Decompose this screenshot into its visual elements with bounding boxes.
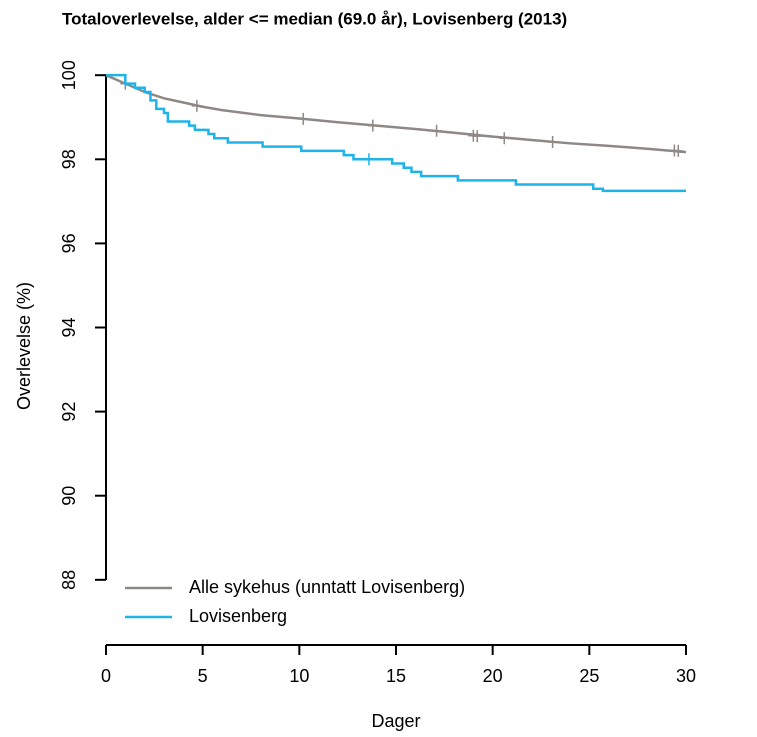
y-tick-label: 96 [59,233,79,253]
censor-mark [472,130,483,143]
y-tick-label: 94 [59,317,79,337]
y-tick-label: 92 [59,402,79,422]
y-tick-label: 90 [59,486,79,506]
chart-title: Totaloverlevelse, alder <= median (69.0 … [62,9,567,28]
censor-mark [367,119,378,132]
y-tick-label: 88 [59,570,79,590]
censor-mark [673,144,684,157]
censor-mark [499,132,510,145]
legend-label: Alle sykehus (unntatt Lovisenberg) [189,577,465,597]
x-tick-label: 0 [101,666,111,686]
y-tick-label: 98 [59,149,79,169]
x-tick-label: 5 [198,666,208,686]
x-tick-label: 25 [579,666,599,686]
censor-mark [298,112,309,125]
x-tick-label: 30 [676,666,696,686]
x-tick-label: 15 [386,666,406,686]
y-axis-label: Overlevelse (%) [14,282,34,410]
censor-mark [363,153,374,166]
x-axis-label: Dager [371,711,420,731]
censor-mark [431,124,442,137]
survival-line [105,74,687,154]
x-tick-label: 10 [289,666,309,686]
censor-mark [191,99,202,112]
censor-mark [547,136,558,149]
survival-line [106,73,686,193]
legend-label: Lovisenberg [189,606,287,626]
y-tick-label: 100 [59,60,79,90]
x-tick-label: 20 [483,666,503,686]
